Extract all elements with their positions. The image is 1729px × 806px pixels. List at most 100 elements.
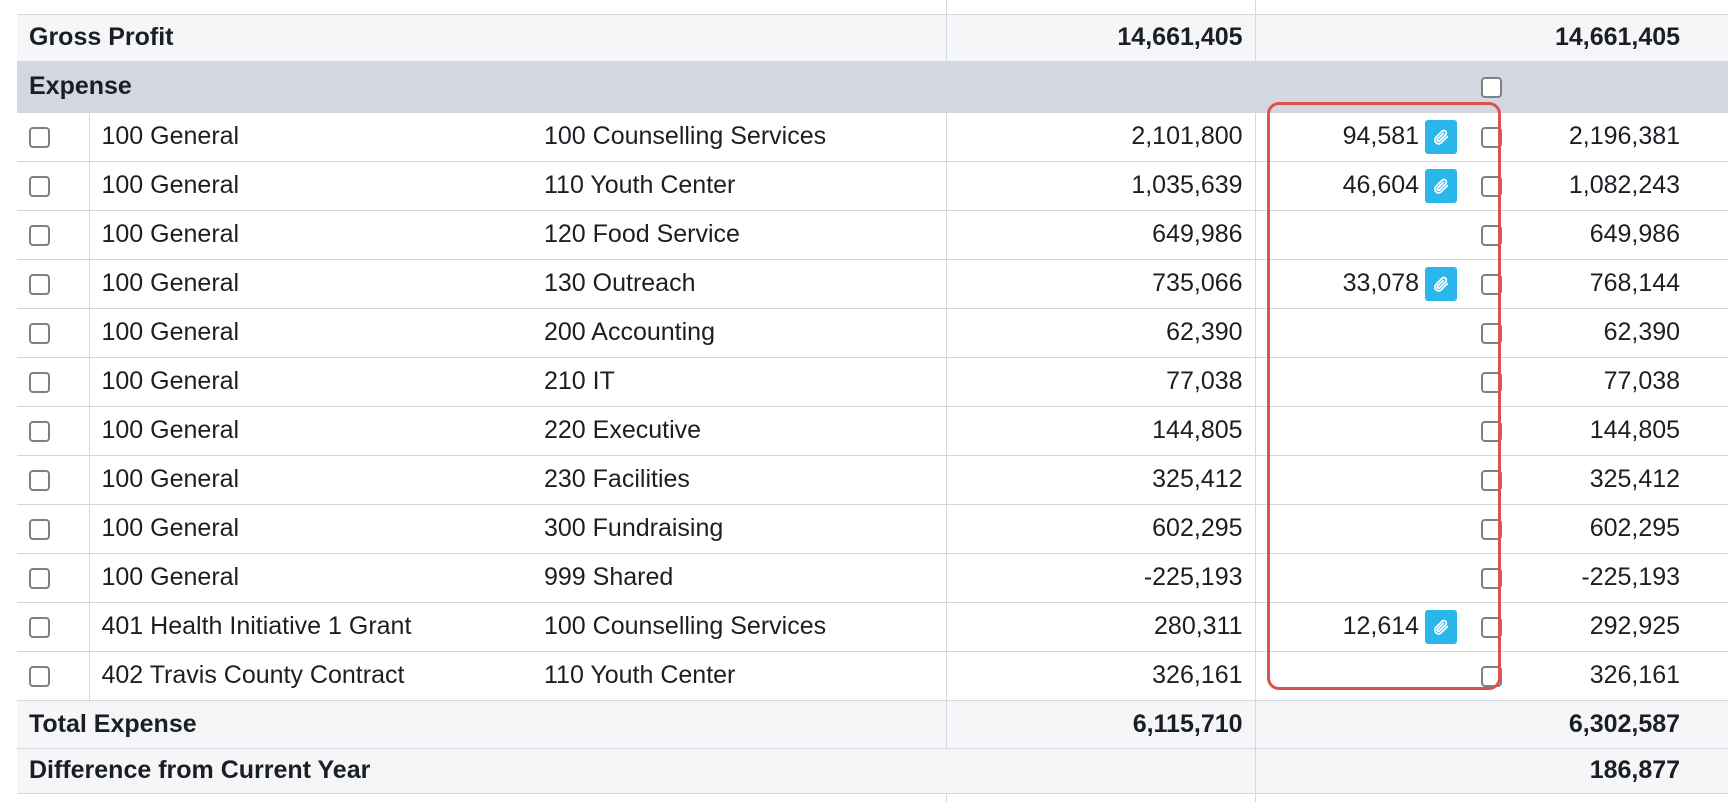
department-cell: 100 Counselling Services [532,112,947,162]
row-total-cell: 649,986 [1517,210,1693,260]
row-select-checkbox[interactable] [29,126,50,148]
fund-cell: 100 General [89,357,532,407]
row-select-cell [17,455,90,505]
adjustment-checkbox[interactable] [1481,126,1503,148]
adjustment-checkbox[interactable] [1481,469,1503,491]
department-cell: 110 Youth Center [532,161,947,211]
select-all-adjustments-checkbox[interactable] [1481,76,1503,98]
fund-cell: 401 Health Initiative 1 Grant [89,602,532,652]
adjustment-checkbox[interactable] [1481,567,1503,589]
expense-row: 100 General 200 Accounting 62,390 62,390 [17,308,1729,358]
adjustment-checkbox[interactable] [1481,175,1503,197]
row-select-checkbox[interactable] [29,469,50,491]
amount-cell: 649,986 [946,210,1256,260]
previous-row-stub [17,0,1729,15]
adjustment-cell: 12,614 [1255,602,1470,652]
fund-cell: 100 General [89,504,532,554]
row-select-checkbox[interactable] [29,273,50,295]
row-total-cell: 768,144 [1517,259,1693,309]
paperclip-icon[interactable] [1425,168,1458,203]
row-select-cell [17,210,90,260]
amount-cell: 144,805 [946,406,1256,456]
amount-cell: 325,412 [946,455,1256,505]
row-select-checkbox[interactable] [29,371,50,393]
fund-cell: 100 General [89,259,532,309]
row-select-checkbox[interactable] [29,616,50,638]
row-select-cell [17,504,90,554]
adjustment-select-cell [1469,455,1518,505]
adjustment-select-cell [1469,406,1518,456]
paperclip-icon[interactable] [1425,266,1458,301]
adjustment-cell [1255,455,1470,505]
row-select-checkbox[interactable] [29,567,50,589]
difference-row: Difference from Current Year 186,877 [17,748,1729,794]
fund-cell: 100 General [89,455,532,505]
adjustment-checkbox[interactable] [1481,224,1503,246]
adjustment-select-cell [1469,112,1518,162]
expense-row: 100 General 999 Shared -225,193 -225,193 [17,553,1729,603]
department-cell: 130 Outreach [532,259,947,309]
amount-cell: 1,035,639 [946,161,1256,211]
row-select-cell [17,308,90,358]
row-total-cell: 326,161 [1517,651,1693,701]
adjustment-checkbox[interactable] [1481,518,1503,540]
amount-cell: 2,101,800 [946,112,1256,162]
adjustment-cell [1255,357,1470,407]
adjustment-checkbox[interactable] [1481,420,1503,442]
expense-row: 100 General 220 Executive 144,805 144,805 [17,406,1729,456]
row-select-checkbox[interactable] [29,665,50,687]
next-row-stub [17,793,1728,802]
adjustment-cell: 33,078 [1255,259,1470,309]
difference-label: Difference from Current Year [17,748,1256,794]
adjustment-cell [1255,553,1470,603]
row-total-cell: -225,193 [1517,553,1693,603]
adjustment-select-cell [1469,161,1518,211]
row-select-cell [17,406,90,456]
adjustment-value: 46,604 [1342,171,1420,199]
fund-cell: 100 General [89,406,532,456]
row-select-cell [17,553,90,603]
adjustment-cell: 46,604 [1255,161,1470,211]
expense-row: 100 General 300 Fundraising 602,295 602,295 [17,504,1729,554]
adjustment-checkbox[interactable] [1481,665,1503,687]
adjustment-checkbox[interactable] [1481,371,1503,393]
gross-profit-amount: 14,661,405 [946,14,1256,62]
amount-cell: 326,161 [946,651,1256,701]
adjustment-cell [1255,651,1470,701]
adjustment-checkbox[interactable] [1481,322,1503,344]
adjustment-checkbox[interactable] [1481,273,1503,295]
row-select-cell [17,259,90,309]
fund-cell: 100 General [89,161,532,211]
department-cell: 200 Accounting [532,308,947,358]
amount-cell: 77,038 [946,357,1256,407]
adjustment-cell: 94,581 [1255,112,1470,162]
total-expense-amount: 6,115,710 [946,700,1256,749]
row-select-checkbox[interactable] [29,518,50,540]
department-cell: 120 Food Service [532,210,947,260]
amount-cell: 602,295 [946,504,1256,554]
row-select-cell [17,357,90,407]
adjustment-checkbox[interactable] [1481,616,1503,638]
adjustment-select-cell [1469,259,1518,309]
expense-row: 401 Health Initiative 1 Grant 100 Counsel… [17,602,1729,652]
expense-row: 100 General 100 Counselling Services 2,101… [17,112,1729,162]
adjustment-value: 94,581 [1342,122,1420,150]
adjustment-cell [1255,210,1470,260]
row-select-checkbox[interactable] [29,420,50,442]
expense-section-label: Expense [17,61,1256,113]
row-select-checkbox[interactable] [29,175,50,197]
adjustment-select-cell [1469,308,1518,358]
expense-row: 402 Travis County Contract 110 Youth Cent… [17,651,1729,701]
department-cell: 100 Counselling Services [532,602,947,652]
row-select-checkbox[interactable] [29,322,50,344]
adjustment-value: 12,614 [1342,612,1420,640]
expense-row: 100 General 110 Youth Center 1,035,639 46,6… [17,161,1729,211]
fund-cell: 100 General [89,553,532,603]
row-select-cell [17,651,90,701]
paperclip-icon[interactable] [1425,119,1458,154]
row-select-checkbox[interactable] [29,224,50,246]
adjustment-value: 33,078 [1342,269,1420,297]
paperclip-icon[interactable] [1425,609,1458,644]
expense-table: Gross Profit 14,661,405 14,661,405 Expen… [17,0,1729,802]
